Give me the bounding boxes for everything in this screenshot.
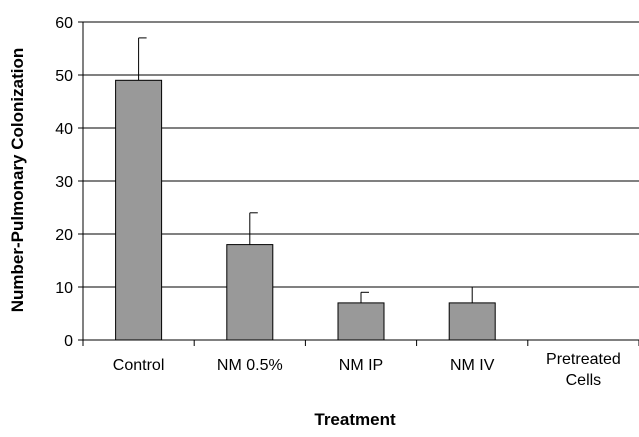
gridlines [83, 21, 639, 288]
y-tick-label: 40 [55, 121, 73, 138]
bar [115, 79, 163, 341]
x-axis-title: Treatment [314, 410, 396, 429]
y-axis-title: Number-Pulmonary Colonization [8, 48, 27, 312]
y-tick-label: 50 [55, 68, 73, 85]
y-tick-label: 0 [64, 333, 73, 350]
bars [115, 79, 496, 341]
x-tick-label: NM 0.5% [217, 357, 283, 374]
x-tick-label: NM IP [339, 357, 383, 374]
y-tick-label: 20 [55, 227, 73, 244]
axes [78, 21, 639, 346]
y-tick-labels: 0 10 20 30 40 50 60 [55, 15, 73, 350]
y-tick-label: 30 [55, 174, 73, 191]
bar [337, 302, 385, 341]
x-tick-label: Control [113, 357, 165, 374]
bar [226, 244, 274, 341]
error-bars [138, 37, 481, 303]
x-tick-labels: Control NM 0.5% NM IP NM IV Pretreated Cells [113, 351, 621, 389]
y-tick-label: 60 [55, 15, 73, 32]
x-tick-label: Pretreated Cells [546, 351, 621, 389]
y-tick-label: 10 [55, 280, 73, 297]
bar [448, 302, 496, 341]
x-tick-label: NM IV [450, 357, 495, 374]
